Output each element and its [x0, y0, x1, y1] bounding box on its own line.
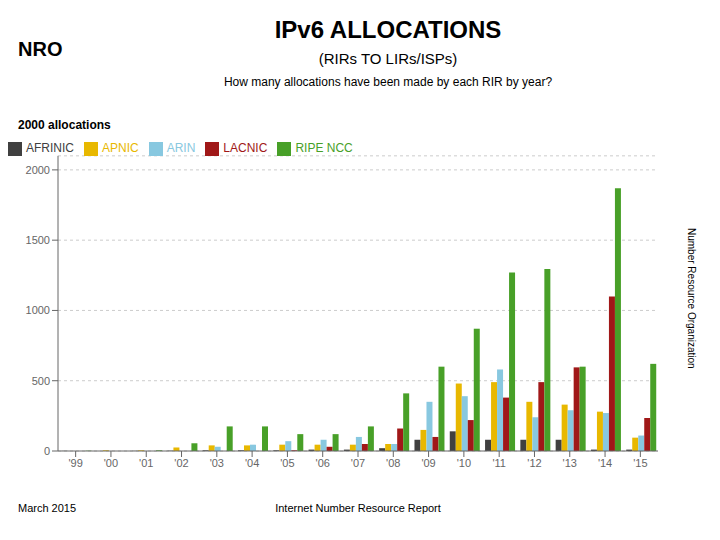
html-text:APNIC: APNIC [102, 141, 139, 155]
svg-text:0: 0 [44, 445, 50, 457]
svg-text:'10: '10 [457, 457, 471, 469]
html-text:Number Resource Organization: Number Resource Organization [685, 227, 697, 369]
svg-text:1000: 1000 [26, 304, 50, 316]
svg-text:'03: '03 [210, 457, 224, 469]
svg-text:'12: '12 [527, 457, 541, 469]
svg-text:'02: '02 [174, 457, 188, 469]
svg-text:1500: 1500 [26, 234, 50, 246]
svg-text:2000: 2000 [26, 164, 50, 176]
html-text:AFRINIC: AFRINIC [26, 141, 74, 155]
html-text:2000 allocations: 2000 allocations [18, 118, 111, 132]
html-text:Internet Number Resource Repor: Internet Number Resource Report [275, 502, 441, 514]
svg-text:'04: '04 [245, 457, 259, 469]
html-text:NRO: NRO [18, 38, 63, 60]
svg-text:'06: '06 [316, 457, 330, 469]
svg-text:'01: '01 [139, 457, 153, 469]
html-text:(RIRs TO LIRs/ISPs): (RIRs TO LIRs/ISPs) [318, 50, 458, 67]
svg-text:'11: '11 [492, 457, 506, 469]
html-text:March 2015: March 2015 [18, 502, 77, 514]
html-text:IPv6 ALLOCATIONS: IPv6 ALLOCATIONS [274, 16, 502, 43]
svg-text:'07: '07 [351, 457, 365, 469]
svg-text:'15: '15 [633, 457, 647, 469]
svg-text:'13: '13 [563, 457, 577, 469]
html-text:LACNIC: LACNIC [223, 141, 268, 155]
html-text:How many allocations have been: How many allocations have been made by e… [223, 75, 553, 89]
svg-text:'09: '09 [421, 457, 435, 469]
svg-text:500: 500 [32, 375, 50, 387]
svg-text:'14: '14 [598, 457, 612, 469]
svg-text:'08: '08 [386, 457, 400, 469]
svg-text:'00: '00 [104, 457, 118, 469]
html-text:ARIN: ARIN [166, 141, 196, 155]
svg-text:'99: '99 [68, 457, 82, 469]
html-text:RIPE NCC: RIPE NCC [295, 141, 353, 155]
svg-text:'05: '05 [280, 457, 294, 469]
